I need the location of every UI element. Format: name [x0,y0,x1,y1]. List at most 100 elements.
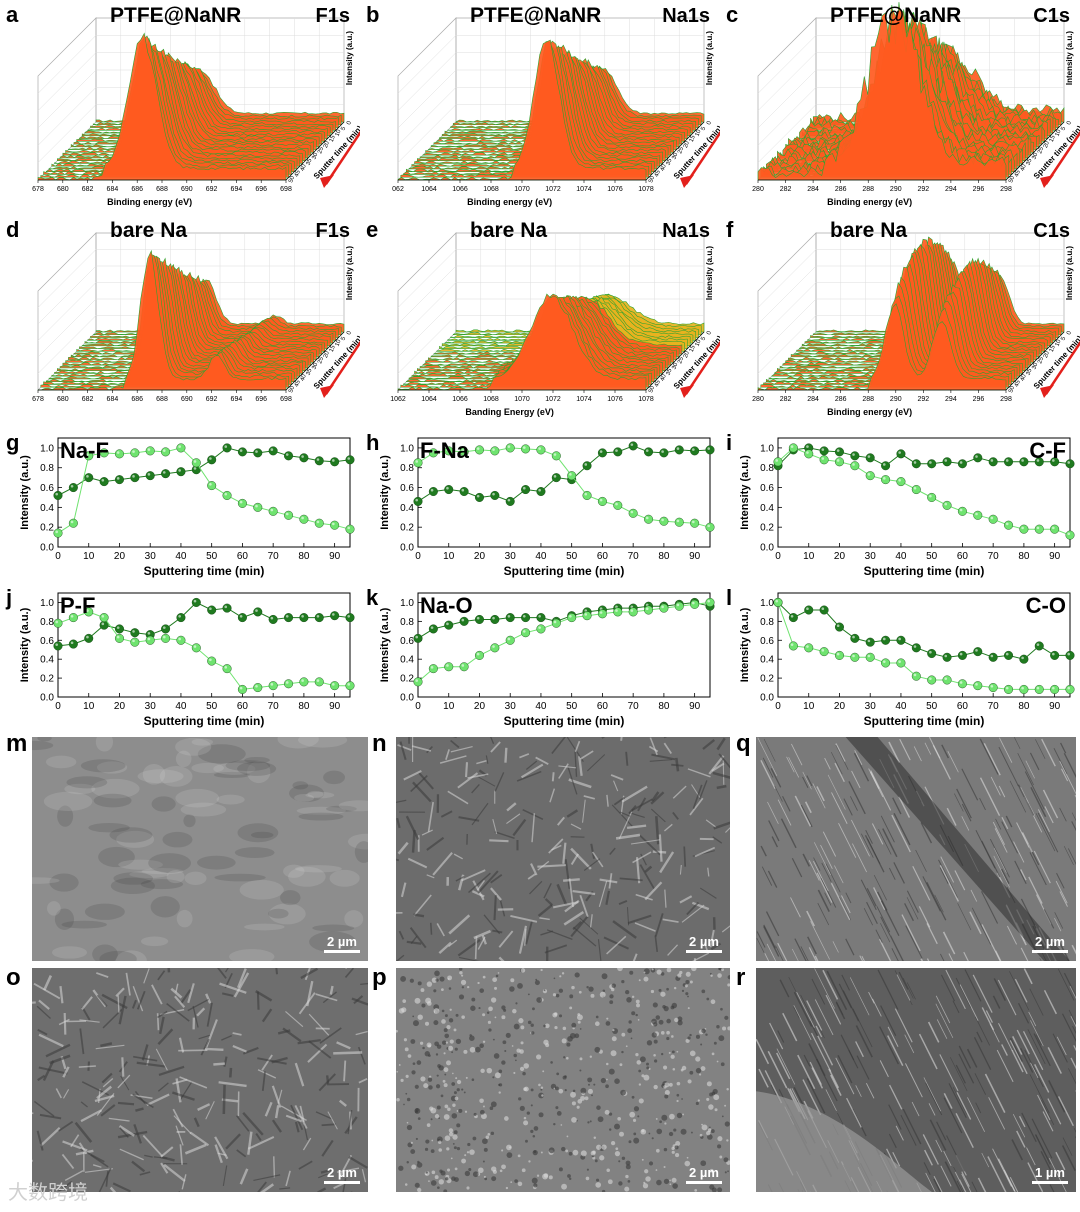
sem-texture-mark [757,737,778,777]
sem-texture-mark [464,1154,467,1157]
sem-texture-mark [94,1094,115,1103]
data-point-highlight [1067,532,1070,536]
sem-texture-mark [609,994,614,999]
data-point-series-1 [299,514,309,524]
sem-texture-mark [429,922,433,935]
sem-texture-mark [492,818,498,835]
sem-texture-mark [689,1033,692,1037]
sem-texture-mark [891,814,911,853]
xps-x-tick-label: 1066 [452,186,468,193]
sem-texture-mark [160,1155,175,1162]
sem-texture-mark [707,1134,713,1140]
sem-texture-mark [425,997,432,1004]
data-point-highlight [1067,652,1070,656]
sem-texture-mark [494,986,498,990]
sem-texture-mark [140,879,184,890]
data-point-highlight [790,445,794,448]
xps-z-tick-label: 5 [700,126,707,132]
orbital-title: Na1s [662,5,710,27]
sem-texture-mark [588,986,594,992]
data-point-series-0 [582,461,592,471]
xps-gridline [397,298,457,358]
sem-texture-mark [725,827,730,833]
sem-texture-mark [411,1164,417,1170]
sem-texture-mark [995,818,1002,830]
data-point-series-1 [413,677,423,687]
sem-texture-mark [431,1139,434,1142]
sem-texture-mark [447,790,469,805]
sem-texture-mark [490,874,503,884]
sem-texture-mark [860,833,874,858]
data-point-highlight [285,614,289,618]
sem-texture-mark [979,738,999,775]
x-tick-label: 50 [926,551,938,562]
sem-texture-mark [443,1114,450,1120]
data-point-series-0 [330,457,340,467]
sem-texture-mark [444,1135,451,1142]
sem-texture-mark [414,1084,419,1089]
sem-texture-mark [501,1015,506,1020]
data-point-highlight [975,649,978,652]
sem-texture-mark [802,853,811,867]
sem-texture-mark [430,1107,437,1114]
data-point-series-0 [237,447,247,457]
sem-texture-mark [537,904,553,917]
sem-texture-mark [572,889,596,896]
sem-texture-mark [157,1028,174,1046]
sem-texture-mark [866,901,878,924]
sem-texture-mark [671,1146,675,1151]
sem-texture-mark [644,1169,649,1174]
sem-texture-mark [457,772,479,789]
sem-texture-mark [492,1076,495,1079]
sem-texture-mark [806,775,813,787]
x-tick-label: 60 [957,701,969,712]
sem-texture-mark [593,1136,597,1139]
data-point-highlight [255,504,258,508]
sem-texture-mark [724,1015,729,1020]
sem-texture-mark [682,1113,685,1116]
sem-texture-mark [513,1023,520,1030]
sem-texture-mark [579,917,599,935]
sem-texture-mark [1011,1139,1024,1161]
sem-texture-mark [572,1149,579,1156]
sem-texture-mark [1061,1145,1076,1171]
sem-texture-mark [403,1103,405,1106]
sem-texture-mark [32,740,54,751]
data-point-highlight [86,475,89,478]
sem-texture-mark [197,744,246,764]
sem-texture-mark [811,978,826,1005]
sem-texture-mark [975,1016,991,1046]
sem-texture-mark [157,1082,169,1092]
sem-texture-mark [271,1085,282,1108]
sem-texture-mark [398,1165,404,1171]
data-point-series-0 [191,597,201,607]
sem-texture-mark [727,983,730,987]
data-point-series-1 [957,679,967,689]
sem-texture-mark [948,953,954,961]
sem-texture-mark [924,1149,933,1166]
x-tick-label: 50 [566,551,578,562]
sem-texture-mark [242,1046,259,1055]
sem-texture-mark [684,1160,691,1167]
sem-texture-mark [621,785,648,803]
sem-texture-mark [651,1137,654,1140]
xps-z-tick-label: 15 [329,134,337,143]
sem-texture-mark [649,737,658,756]
sem-texture-mark [543,883,552,899]
data-point-highlight [775,599,778,603]
sem-texture-mark [940,1165,952,1187]
sem-texture-mark [309,931,357,953]
sem-texture-mark [722,1026,727,1031]
sem-texture-mark [894,1008,913,1043]
sem-texture-mark [519,1049,524,1054]
sem-texture-mark [129,870,169,878]
data-point-series-1 [1050,684,1060,694]
sem-texture-mark [435,1053,439,1056]
sem-texture-mark [81,1006,91,1021]
sem-texture-mark [471,1078,475,1081]
x-tick-label: 0 [55,701,61,712]
sem-texture-mark [899,738,911,761]
sem-texture-mark [656,1179,662,1186]
x-tick-label: 70 [988,701,1000,712]
x-axis-label: Sputtering time (min) [144,714,265,728]
